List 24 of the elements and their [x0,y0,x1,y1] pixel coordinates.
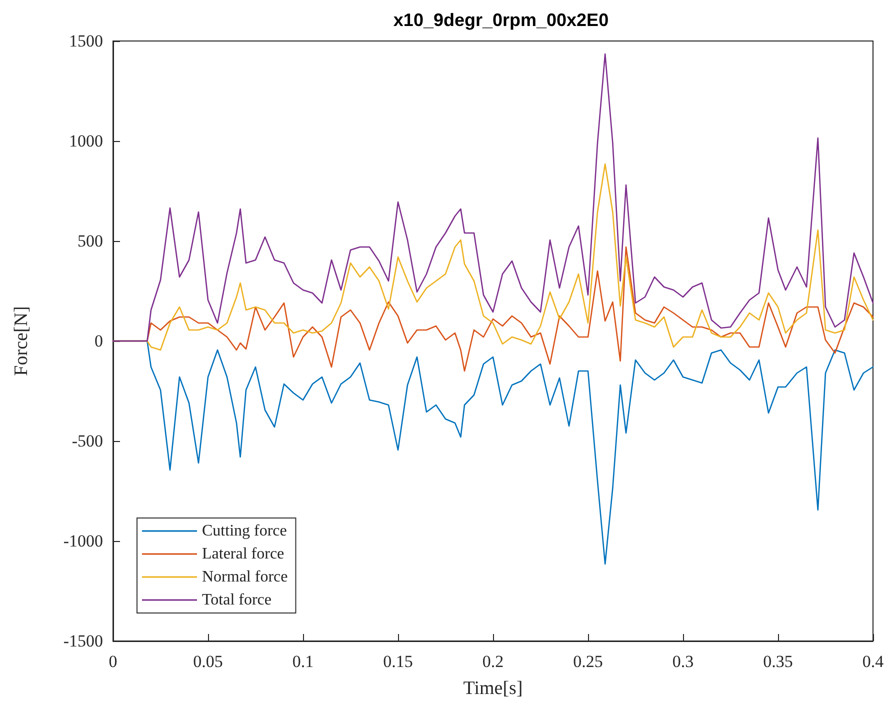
y-tick-label: -1500 [63,632,103,650]
y-tick-label: 500 [78,232,103,250]
legend-label: Normal force [202,568,288,586]
x-tick-label: 0 [108,652,118,671]
x-tick-label: 0.3 [672,652,694,671]
x-axis-title: Time[s] [463,678,523,699]
y-tick-label: 0 [94,332,103,350]
x-tick-label: 0.05 [193,652,223,671]
legend-label: Cutting force [202,522,287,540]
y-axis-title: Force[N] [11,306,32,376]
x-tick-label: 0.35 [763,652,793,671]
y-tick-label: -500 [72,432,103,450]
x-tick-label: 0.1 [292,652,314,671]
y-tick-label: 1500 [69,32,103,50]
x-tick-label: 0.25 [573,652,603,671]
y-tick-label: 1000 [69,132,103,150]
y-tick-label: -1000 [63,532,103,550]
legend-label: Total force [202,592,272,608]
line-series [112,53,874,342]
x-tick-label: 0.2 [482,652,504,671]
x-tick-label: 0.15 [383,652,413,671]
chart-title: x10_9degr_0rpm_00x2E0 [393,10,609,30]
legend-label: Lateral force [202,546,284,562]
x-tick-label: 0.4 [862,652,884,671]
